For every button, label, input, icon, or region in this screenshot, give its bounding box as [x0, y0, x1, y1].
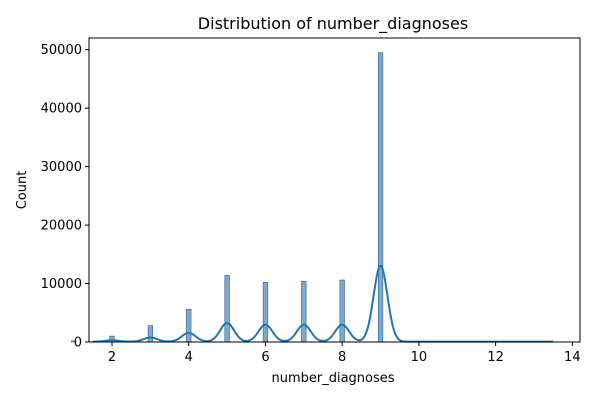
- x-tick-label: 4: [185, 350, 193, 365]
- x-tick-label: 2: [108, 350, 116, 365]
- histogram-bar: [377, 52, 384, 343]
- histogram-bar: [147, 325, 153, 343]
- histogram-bar: [71, 340, 77, 343]
- y-tick-label: 50000: [41, 43, 82, 58]
- chart-title: Distribution of number_diagnoses: [198, 14, 468, 34]
- y-tick-label: 30000: [41, 160, 82, 175]
- x-tick-label: 14: [564, 350, 581, 365]
- x-axis-ticks: 2 4 6 8 10 12 14: [108, 342, 581, 365]
- histogram-bar: [262, 282, 269, 343]
- y-axis-ticks: 0 10000 20000 30000 40000 50000: [41, 43, 89, 351]
- plot-frame: [88, 37, 581, 343]
- x-tick-label: 12: [487, 350, 504, 365]
- histogram-bar: [339, 279, 345, 343]
- histogram-bar: [224, 275, 230, 343]
- x-tick-label: 6: [261, 350, 269, 365]
- kde-curve: [92, 264, 554, 343]
- y-axis-label: Count: [15, 171, 30, 210]
- histogram-bar: [186, 308, 192, 343]
- y-tick-label: 40000: [41, 102, 82, 117]
- y-tick-label: 10000: [41, 277, 82, 292]
- x-tick-label: 8: [338, 350, 346, 365]
- y-tick-label: 0: [74, 336, 82, 351]
- histogram-bar: [301, 280, 307, 343]
- x-tick-label: 10: [411, 350, 428, 365]
- x-axis-label: number_diagnoses: [271, 371, 394, 386]
- histogram-bars: [71, 52, 537, 343]
- y-tick-label: 20000: [41, 219, 82, 234]
